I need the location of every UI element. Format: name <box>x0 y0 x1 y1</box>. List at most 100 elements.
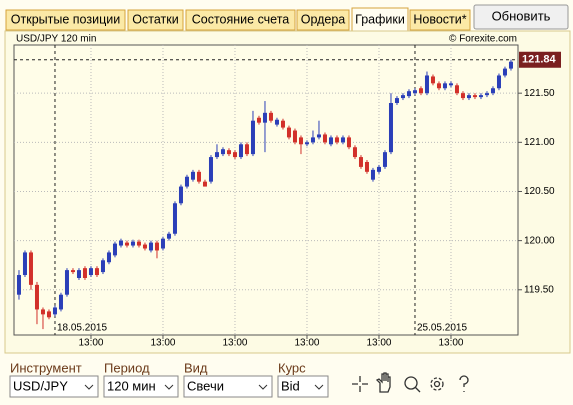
candle-body <box>232 152 237 158</box>
hand-icon[interactable] <box>375 372 391 393</box>
candle-body <box>376 166 381 172</box>
x-tick-label: 13:00 <box>294 338 319 349</box>
tab-label: Открытые позиции <box>11 12 120 26</box>
candle-body <box>490 88 495 94</box>
candle-body <box>340 137 345 143</box>
select-value: Bid <box>281 378 300 393</box>
candle-body <box>304 142 309 145</box>
candle-body <box>28 252 33 285</box>
candle-body <box>280 120 285 128</box>
candle-body <box>382 152 387 167</box>
y-tick-label: 120.50 <box>524 186 555 197</box>
candle-body <box>244 144 249 155</box>
x-tick-label: 13:00 <box>78 338 103 349</box>
candle-body <box>406 91 411 97</box>
candle-body <box>46 311 51 318</box>
candle-body <box>418 88 423 94</box>
candle-body <box>172 203 177 234</box>
y-tick-label: 119.50 <box>524 284 554 295</box>
candle-body <box>364 161 369 172</box>
candle-body <box>70 270 75 273</box>
candle-body <box>262 112 267 123</box>
candle-body <box>316 134 321 138</box>
select-value: 120 мин <box>107 378 156 393</box>
select[interactable] <box>103 375 179 398</box>
tab[interactable] <box>5 9 126 31</box>
candle-body <box>478 95 483 98</box>
toolbar-icons <box>352 372 469 393</box>
candle-body <box>166 233 171 239</box>
control-label: Вид <box>184 360 208 375</box>
candle-body <box>256 117 261 123</box>
candle-body <box>178 186 183 204</box>
tab-label: Ордера <box>301 12 346 26</box>
candle-body <box>136 241 141 246</box>
candle-body <box>220 149 225 155</box>
candle-body <box>76 270 81 278</box>
candle-body <box>292 130 297 143</box>
tab[interactable] <box>296 9 350 31</box>
candle-body <box>400 95 405 99</box>
date-label: 25.05.2015 <box>417 323 467 334</box>
candle-body <box>346 137 351 148</box>
candle-body <box>508 61 513 69</box>
candle-body <box>202 181 207 187</box>
tab[interactable] <box>127 9 184 31</box>
candle-body <box>370 169 375 180</box>
zoom-icon[interactable] <box>404 376 418 390</box>
candle-body <box>358 157 363 167</box>
candle-body <box>94 268 99 276</box>
tab[interactable] <box>409 9 471 31</box>
candle-body <box>454 85 459 94</box>
select-arrow <box>314 384 324 390</box>
candle-body <box>496 75 501 89</box>
candle-body <box>310 137 315 143</box>
settings-icon[interactable] <box>430 377 444 391</box>
candle-body <box>208 157 213 182</box>
candle-body <box>472 95 477 98</box>
candle-body <box>226 150 231 155</box>
control-label: Курс <box>278 360 306 375</box>
tab-label: Новости* <box>413 12 466 26</box>
candle-body <box>430 76 435 84</box>
select-arrow <box>258 384 268 390</box>
select[interactable] <box>183 375 273 398</box>
candle-body <box>394 98 399 103</box>
tab-bar: Открытые позиции Остатки Состояние счета Ор… <box>5 7 471 32</box>
candle-body <box>100 260 105 273</box>
x-tick-label: 13:00 <box>366 338 391 349</box>
candle-body <box>130 241 135 246</box>
tab-label: Графики <box>355 12 405 26</box>
date-label: 18.05.2015 <box>57 323 107 334</box>
candle-body <box>436 83 441 89</box>
candle-body <box>352 147 357 158</box>
tab-label: Состояние счета <box>192 12 290 26</box>
select[interactable] <box>277 375 329 398</box>
candle-body <box>58 294 63 310</box>
candle-body <box>502 68 507 76</box>
crosshair-icon[interactable] <box>352 376 368 392</box>
candle-body <box>250 120 255 155</box>
select[interactable] <box>9 375 99 398</box>
candle-body <box>142 244 147 249</box>
tab-label: Остатки <box>132 12 178 26</box>
candle-body <box>64 270 69 295</box>
candle-body <box>448 83 453 86</box>
candle-body <box>184 176 189 187</box>
price-label: 121.84 <box>522 54 557 66</box>
chart-source: © Forexite.com <box>449 34 517 45</box>
candle-body <box>460 93 465 99</box>
candle-body <box>424 75 429 94</box>
help-icon[interactable] <box>459 375 469 392</box>
candle-body <box>190 171 195 180</box>
refresh-button[interactable] <box>473 4 569 30</box>
tab[interactable] <box>185 9 296 31</box>
candle-body <box>16 275 21 295</box>
candle-body <box>112 243 117 256</box>
candle-body <box>466 95 471 99</box>
candle-body <box>40 309 45 315</box>
candle-body <box>22 252 27 276</box>
x-tick-label: 13:00 <box>150 338 175 349</box>
candle-body <box>214 152 219 158</box>
